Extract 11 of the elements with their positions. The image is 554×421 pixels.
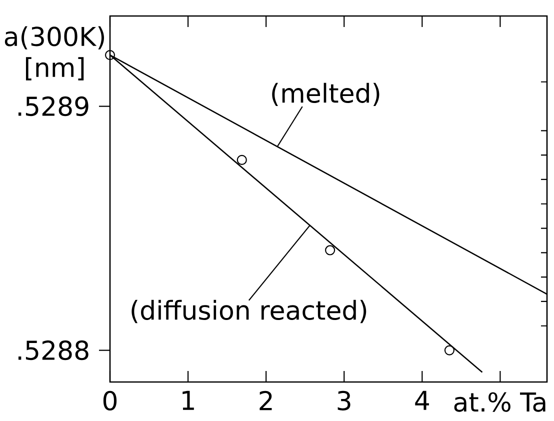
x-axis-title: at.% Ta xyxy=(454,392,546,412)
x-tick-label: 2 xyxy=(260,390,272,410)
series-label: (diffusion reacted) xyxy=(132,300,366,324)
y-axis-title: a(300K) [nm] xyxy=(4,26,104,80)
x-tick-label: 4 xyxy=(415,390,429,410)
series-label: (melted) xyxy=(272,82,380,106)
x-tick-label: 1 xyxy=(182,390,194,410)
x-tick-label: 3 xyxy=(338,390,350,411)
y-tick-label: .5289 xyxy=(18,96,88,116)
y-tick-label: .5288 xyxy=(18,340,88,360)
x-tick-label: 0 xyxy=(103,390,117,411)
